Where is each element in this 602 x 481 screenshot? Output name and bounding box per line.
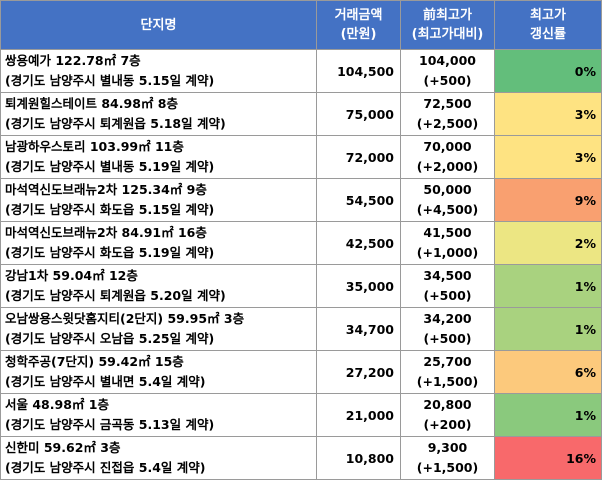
complex-name-cell: 청학주공(7단지) 59.42㎡ 15층 (경기도 남양주시 별내면 5.4일 계… (0, 350, 317, 394)
prev-high: 9,300 (427, 440, 468, 455)
renewal-rate: 3% (494, 135, 602, 179)
renewal-rate: 1% (494, 307, 602, 351)
complex-name: 남광하우스토리 103.99㎡ 11층 (5, 139, 184, 154)
prev-high: 104,000 (419, 53, 476, 68)
header-name: 단지명 (0, 0, 317, 50)
renewal-rate: 9% (494, 178, 602, 222)
complex-location: (경기도 남양주시 진접읍 5.4일 계약) (5, 460, 206, 475)
prev-high-diff: (+500) (423, 288, 472, 303)
prev-high-diff: (+2,500) (416, 116, 479, 131)
complex-name-cell: 퇴계원힐스테이트 84.98㎡ 8층 (경기도 남양주시 퇴계원읍 5.18일 계… (0, 92, 317, 136)
table-row: 강남1차 59.04㎡ 12층 (경기도 남양주시 퇴계원읍 5.20일 계약) 3… (0, 264, 602, 308)
table-row: 마석역신도브래뉴2차 125.34㎡ 9층 (경기도 남양주시 화도읍 5.15일… (0, 178, 602, 222)
prev-high-cell: 9,300 (+1,500) (400, 436, 495, 480)
complex-name-cell: 마석역신도브래뉴2차 84.91㎡ 16층 (경기도 남양주시 화도읍 5.19일… (0, 221, 317, 265)
complex-name: 강남1차 59.04㎡ 12층 (5, 268, 138, 283)
header-row: 단지명 거래금액 (만원) 前최고가 (최고가대비) 최고가 갱신률 (0, 0, 602, 50)
table-row: 퇴계원힐스테이트 84.98㎡ 8층 (경기도 남양주시 퇴계원읍 5.18일 계… (0, 92, 602, 136)
prev-high: 34,500 (423, 268, 472, 283)
trade-amount: 104,500 (316, 49, 401, 93)
renewal-rate: 3% (494, 92, 602, 136)
complex-location: (경기도 남양주시 화도읍 5.19일 계약) (5, 245, 215, 260)
trade-amount: 42,500 (316, 221, 401, 265)
prev-high-cell: 72,500 (+2,500) (400, 92, 495, 136)
complex-name-cell: 강남1차 59.04㎡ 12층 (경기도 남양주시 퇴계원읍 5.20일 계약) (0, 264, 317, 308)
prev-high-cell: 34,500 (+500) (400, 264, 495, 308)
complex-name: 마석역신도브래뉴2차 84.91㎡ 16층 (5, 225, 207, 240)
header-rate: 최고가 갱신률 (494, 0, 602, 50)
trade-amount: 35,000 (316, 264, 401, 308)
complex-name-cell: 남광하우스토리 103.99㎡ 11층 (경기도 남양주시 별내동 5.19일 계… (0, 135, 317, 179)
table-row: 마석역신도브래뉴2차 84.91㎡ 16층 (경기도 남양주시 화도읍 5.19일… (0, 221, 602, 265)
trade-amount: 54,500 (316, 178, 401, 222)
table-row: 서울 48.98㎡ 1층 (경기도 남양주시 금곡동 5.13일 계약) 21,00… (0, 393, 602, 437)
complex-name: 오남쌍용스윗닷홈지티(2단지) 59.95㎡ 3층 (5, 311, 245, 326)
prev-high-cell: 104,000 (+500) (400, 49, 495, 93)
prev-high-cell: 41,500 (+1,000) (400, 221, 495, 265)
complex-name: 마석역신도브래뉴2차 125.34㎡ 9층 (5, 182, 207, 197)
prev-high: 41,500 (423, 225, 472, 240)
complex-location: (경기도 남양주시 퇴계원읍 5.18일 계약) (5, 116, 226, 131)
prev-high-diff: (+500) (423, 73, 472, 88)
complex-name-cell: 오남쌍용스윗닷홈지티(2단지) 59.95㎡ 3층 (경기도 남양주시 오남읍 5… (0, 307, 317, 351)
prev-high: 50,000 (423, 182, 472, 197)
table-row: 남광하우스토리 103.99㎡ 11층 (경기도 남양주시 별내동 5.19일 계… (0, 135, 602, 179)
table-row: 오남쌍용스윗닷홈지티(2단지) 59.95㎡ 3층 (경기도 남양주시 오남읍 5… (0, 307, 602, 351)
prev-high: 72,500 (423, 96, 472, 111)
renewal-rate: 16% (494, 436, 602, 480)
trade-amount: 27,200 (316, 350, 401, 394)
prev-high-diff: (+4,500) (416, 202, 479, 217)
table-row: 신한미 59.62㎡ 3층 (경기도 남양주시 진접읍 5.4일 계약) 10,80… (0, 436, 602, 480)
renewal-rate: 1% (494, 393, 602, 437)
complex-name: 퇴계원힐스테이트 84.98㎡ 8층 (5, 96, 178, 111)
trade-amount: 10,800 (316, 436, 401, 480)
complex-name: 청학주공(7단지) 59.42㎡ 15층 (5, 354, 184, 369)
renewal-rate: 2% (494, 221, 602, 265)
complex-name-cell: 쌍용예가 122.78㎡ 7층 (경기도 남양주시 별내동 5.15일 계약) (0, 49, 317, 93)
header-amount: 거래금액 (만원) (316, 0, 401, 50)
prev-high-diff: (+200) (423, 417, 472, 432)
complex-name-cell: 신한미 59.62㎡ 3층 (경기도 남양주시 진접읍 5.4일 계약) (0, 436, 317, 480)
trade-amount: 75,000 (316, 92, 401, 136)
prev-high-cell: 70,000 (+2,000) (400, 135, 495, 179)
trade-amount: 21,000 (316, 393, 401, 437)
complex-location: (경기도 남양주시 금곡동 5.13일 계약) (5, 417, 215, 432)
complex-location: (경기도 남양주시 별내동 5.15일 계약) (5, 73, 215, 88)
table-row: 청학주공(7단지) 59.42㎡ 15층 (경기도 남양주시 별내면 5.4일 계… (0, 350, 602, 394)
prev-high-diff: (+2,000) (416, 159, 479, 174)
complex-name: 쌍용예가 122.78㎡ 7층 (5, 53, 141, 68)
complex-location: (경기도 남양주시 오남읍 5.25일 계약) (5, 331, 215, 346)
prev-high-diff: (+1,000) (416, 245, 479, 260)
trade-amount: 72,000 (316, 135, 401, 179)
prev-high-diff: (+500) (423, 331, 472, 346)
complex-name: 서울 48.98㎡ 1층 (5, 397, 109, 412)
prev-high: 20,800 (423, 397, 472, 412)
renewal-rate: 1% (494, 264, 602, 308)
complex-location: (경기도 남양주시 퇴계원읍 5.20일 계약) (5, 288, 226, 303)
renewal-rate: 0% (494, 49, 602, 93)
complex-name-cell: 서울 48.98㎡ 1층 (경기도 남양주시 금곡동 5.13일 계약) (0, 393, 317, 437)
prev-high: 34,200 (423, 311, 472, 326)
table-row: 쌍용예가 122.78㎡ 7층 (경기도 남양주시 별내동 5.15일 계약) 10… (0, 49, 602, 93)
prev-high: 70,000 (423, 139, 472, 154)
prev-high-cell: 20,800 (+200) (400, 393, 495, 437)
complex-location: (경기도 남양주시 별내면 5.4일 계약) (5, 374, 206, 389)
renewal-rate: 6% (494, 350, 602, 394)
prev-high-diff: (+1,500) (416, 374, 479, 389)
complex-location: (경기도 남양주시 별내동 5.19일 계약) (5, 159, 215, 174)
prev-high-diff: (+1,500) (416, 460, 479, 475)
header-prev-high: 前최고가 (최고가대비) (400, 0, 495, 50)
prev-high-cell: 25,700 (+1,500) (400, 350, 495, 394)
complex-location: (경기도 남양주시 화도읍 5.15일 계약) (5, 202, 215, 217)
prev-high-cell: 50,000 (+4,500) (400, 178, 495, 222)
prev-high: 25,700 (423, 354, 472, 369)
complex-name-cell: 마석역신도브래뉴2차 125.34㎡ 9층 (경기도 남양주시 화도읍 5.15일… (0, 178, 317, 222)
trade-amount: 34,700 (316, 307, 401, 351)
complex-name: 신한미 59.62㎡ 3층 (5, 440, 121, 455)
prev-high-cell: 34,200 (+500) (400, 307, 495, 351)
